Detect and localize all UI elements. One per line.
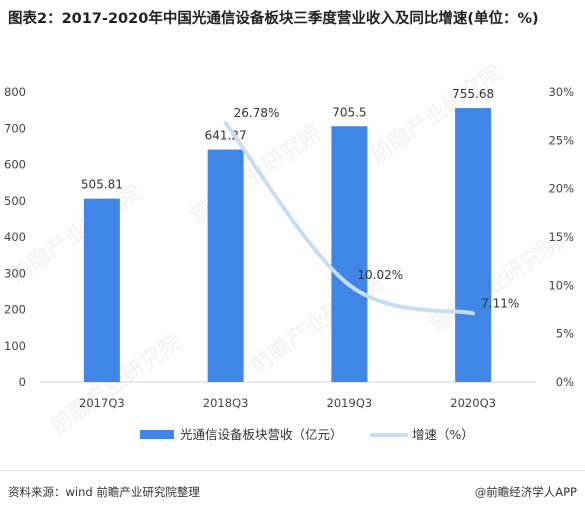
left-tick-label: 100 <box>4 339 26 353</box>
growth-line <box>223 121 476 316</box>
left-tick-label: 500 <box>4 194 26 208</box>
bar-2018Q3 <box>207 149 244 382</box>
x-tick-label: 2018Q3 <box>203 396 249 410</box>
right-tick-label: 25% <box>548 133 574 147</box>
x-tick-label: 2020Q3 <box>450 396 496 410</box>
bar-value-label: 705.5 <box>332 105 366 119</box>
watermark-text: 前瞻产业研究院 <box>5 179 146 289</box>
right-tick-label: 15% <box>548 230 574 244</box>
credit-note: @前瞻经济学人APP <box>474 485 577 499</box>
right-tick-label: 0% <box>556 375 574 389</box>
bar-value-label: 641.27 <box>205 129 247 143</box>
right-tick-label: 30% <box>548 85 574 99</box>
line-series: 26.78% 10.02% 7.11% <box>223 106 519 316</box>
left-tick-label: 200 <box>4 303 26 317</box>
right-tick-label: 20% <box>548 182 574 196</box>
watermark-text: 前瞻产业研究院 <box>425 229 566 339</box>
source-note: 资料来源：wind 前瞻产业研究院整理 <box>8 485 200 499</box>
left-tick-label: 700 <box>4 121 26 135</box>
legend-label-revenue: 光通信设备板块营收（亿元） <box>180 427 343 442</box>
legend-swatch-revenue <box>140 430 174 439</box>
legend: 光通信设备板块营收（亿元） 增速（%） <box>140 427 474 442</box>
left-tick-label: 300 <box>4 266 26 280</box>
footer: 资料来源：wind 前瞻产业研究院整理 @前瞻经济学人APP <box>0 470 585 510</box>
growth-value-label: 7.11% <box>481 296 519 310</box>
legend-label-growth: 增速（%） <box>412 427 474 442</box>
bar-2019Q3 <box>331 126 368 382</box>
right-axis: 0% 5% 10% 15% 20% 25% 30% <box>548 85 574 389</box>
growth-value-label: 26.78% <box>234 106 280 120</box>
bar-value-label: 505.81 <box>81 178 123 192</box>
bar-2020Q3 <box>455 108 492 382</box>
right-tick-label: 10% <box>548 278 574 292</box>
left-axis: 0 100 200 300 400 500 600 700 800 <box>4 85 26 389</box>
bar-2017Q3 <box>83 198 120 382</box>
left-tick-label: 800 <box>4 85 26 99</box>
growth-value-label: 10.02% <box>357 268 403 282</box>
left-tick-label: 400 <box>4 230 26 244</box>
left-tick-label: 600 <box>4 158 26 172</box>
left-tick-label: 0 <box>19 375 26 389</box>
x-tick-label: 2017Q3 <box>79 396 125 410</box>
bar-value-label: 755.68 <box>452 87 494 101</box>
bar-series: 505.81 641.27 705.5 755.68 <box>81 87 494 382</box>
right-tick-label: 5% <box>556 327 574 341</box>
chart-title: 图表2：2017-2020年中国光通信设备板块三季度营业收入及同比增速(单位：%… <box>8 11 539 27</box>
x-axis: 2017Q3 2018Q3 2019Q3 2020Q3 <box>79 396 496 410</box>
x-tick-label: 2019Q3 <box>327 396 373 410</box>
